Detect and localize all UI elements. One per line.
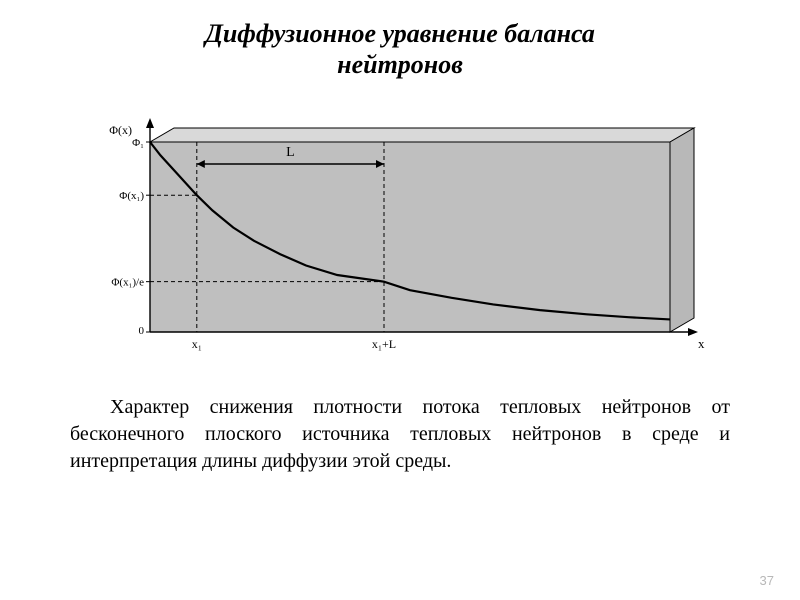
svg-text:x: x bbox=[698, 336, 705, 351]
svg-text:Φ(x): Φ(x) bbox=[109, 123, 132, 137]
title-line-2: нейтронов bbox=[337, 50, 463, 79]
page-number: 37 bbox=[760, 573, 774, 588]
chart-svg: L Φ(x) x Φ₁ Φ(x₁) Φ(x₁)/e 0 x₁ x₁+L bbox=[90, 104, 710, 364]
svg-text:x₁: x₁ bbox=[192, 337, 202, 351]
title-line-1: Диффузионное уравнение баланса bbox=[205, 19, 595, 48]
svg-text:Φ₁: Φ₁ bbox=[132, 137, 144, 149]
flux-decay-chart: L Φ(x) x Φ₁ Φ(x₁) Φ(x₁)/e 0 x₁ x₁+L bbox=[90, 104, 710, 364]
svg-text:x₁+L: x₁+L bbox=[372, 337, 396, 351]
svg-text:L: L bbox=[286, 145, 295, 160]
svg-text:Φ(x₁): Φ(x₁) bbox=[119, 191, 144, 203]
caption-text: Характер снижения плотности потока тепло… bbox=[0, 364, 800, 475]
page-title: Диффузионное уравнение баланса нейтронов bbox=[0, 0, 800, 80]
svg-text:0: 0 bbox=[139, 325, 145, 337]
svg-text:Φ(x₁)/e: Φ(x₁)/e bbox=[111, 277, 144, 289]
